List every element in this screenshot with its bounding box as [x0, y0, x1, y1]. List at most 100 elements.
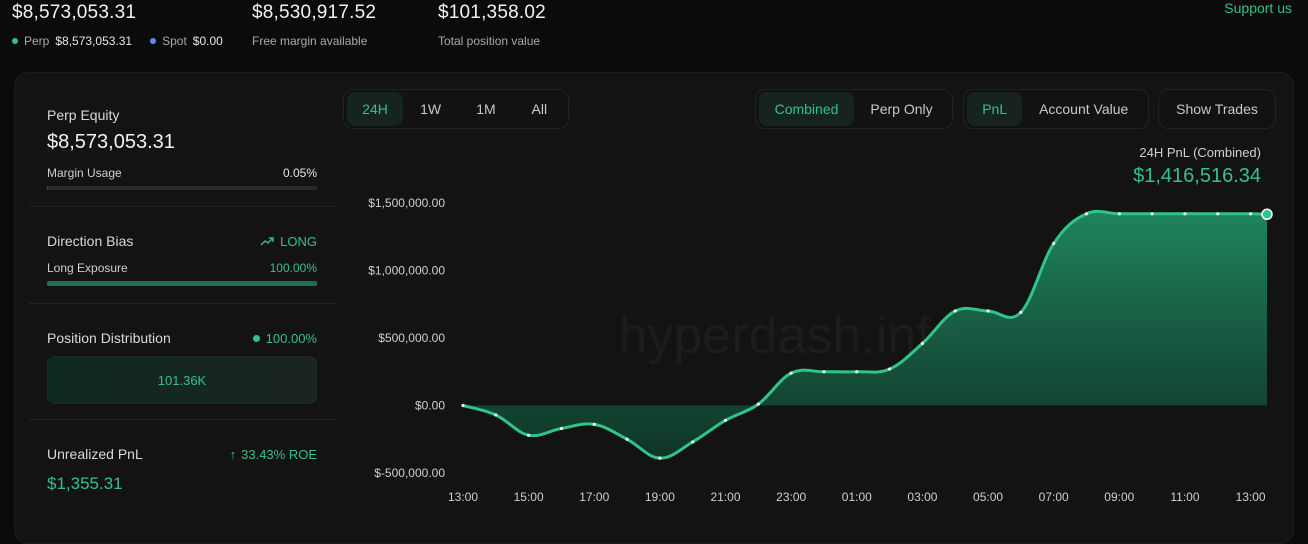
position-value: $101,358.02 [438, 2, 546, 24]
range-selector: 24H 1W 1M All [343, 89, 569, 129]
support-link[interactable]: Support us [1224, 0, 1292, 16]
position-value-stat: $101,358.02 Total position value [438, 2, 546, 48]
range-button-1m[interactable]: 1M [458, 92, 513, 126]
data-point [1151, 212, 1154, 215]
range-button-all[interactable]: All [514, 92, 565, 126]
perp-equity-label: Perp Equity [47, 107, 317, 123]
portfolio-panel: Perp Equity $8,573,053.31 Margin Usage 0… [14, 72, 1294, 544]
y-tick-label: $0.00 [415, 399, 445, 413]
range-button-1w[interactable]: 1W [403, 92, 458, 126]
x-tick-label: 17:00 [579, 490, 609, 504]
x-tick-label: 03:00 [907, 490, 937, 504]
data-point [658, 457, 661, 460]
x-tick-label: 15:00 [514, 490, 544, 504]
metric-button-account-value[interactable]: Account Value [1022, 92, 1145, 126]
data-point [593, 423, 596, 426]
mode-button-perp-only[interactable]: Perp Only [854, 92, 949, 126]
roe-value: 33.43% ROE [241, 447, 317, 462]
margin-usage-label: Margin Usage [47, 166, 122, 180]
position-distribution-label: Position Distribution [47, 330, 171, 346]
pnl-chart[interactable]: hyperdash.info $1,500,000.00$1,000,000.0… [335, 183, 1275, 513]
long-exposure-value: 100.00% [270, 261, 317, 275]
data-point [855, 370, 858, 373]
data-point [1249, 212, 1252, 215]
pnl-summary-title: 24H PnL (Combined) [1139, 145, 1261, 160]
show-trades-button[interactable]: Show Trades [1176, 92, 1258, 126]
spot-dot-icon [150, 38, 156, 44]
data-point [560, 427, 563, 430]
y-tick-label: $1,500,000.00 [368, 196, 445, 210]
x-tick-label: 13:00 [1236, 490, 1266, 504]
free-margin-value: $8,530,917.52 [252, 2, 376, 24]
data-point [494, 413, 497, 416]
distribution-block[interactable]: 101.36K [47, 356, 317, 404]
data-point [1118, 212, 1121, 215]
x-tick-label: 21:00 [711, 490, 741, 504]
perp-value: $8,573,053.31 [55, 34, 132, 48]
data-point [691, 440, 694, 443]
metric-selector: PnL Account Value [963, 89, 1149, 129]
x-tick-label: 05:00 [973, 490, 1003, 504]
y-tick-label: $-500,000.00 [374, 466, 445, 480]
data-point [625, 438, 628, 441]
range-button-24h[interactable]: 24H [347, 92, 403, 126]
metric-button-pnl[interactable]: PnL [967, 92, 1022, 126]
free-margin-label: Free margin available [252, 34, 376, 48]
perp-equity-section: Perp Equity $8,573,053.31 Margin Usage 0… [47, 107, 317, 190]
data-point [461, 404, 464, 407]
x-tick-label: 11:00 [1170, 490, 1199, 504]
x-tick-label: 01:00 [842, 490, 872, 504]
total-equity-value: $8,573,053.31 [12, 2, 223, 24]
data-point [1216, 212, 1219, 215]
free-margin-stat: $8,530,917.52 Free margin available [252, 2, 376, 48]
data-point [888, 367, 891, 370]
trending-up-icon [260, 236, 274, 246]
data-point [1183, 212, 1186, 215]
perp-dot-icon [12, 38, 18, 44]
divider [29, 303, 335, 304]
margin-usage-value: 0.05% [283, 166, 317, 180]
divider [29, 206, 335, 207]
unrealized-pnl-value: $1,355.31 [47, 474, 317, 494]
data-point [527, 434, 530, 437]
spot-label: Spot [162, 34, 187, 48]
y-tick-label: $1,000,000.00 [368, 264, 445, 278]
x-tick-label: 13:00 [448, 490, 478, 504]
mode-selector: Combined Perp Only [755, 89, 953, 129]
divider [29, 419, 335, 420]
data-point [790, 372, 793, 375]
y-tick-label: $500,000.00 [378, 331, 445, 345]
equity-stat: $8,573,053.31 Perp $8,573,053.31 Spot $0… [12, 2, 223, 48]
data-point [724, 419, 727, 422]
long-exposure-bar [47, 281, 317, 286]
unrealized-pnl-label: Unrealized PnL [47, 446, 143, 462]
position-distribution-value: 100.00% [266, 331, 317, 346]
data-point [954, 309, 957, 312]
x-tick-label: 09:00 [1104, 490, 1134, 504]
data-point [1085, 212, 1088, 215]
direction-bias-label: Direction Bias [47, 233, 133, 249]
data-point [921, 342, 924, 345]
data-point [1019, 311, 1022, 314]
position-value-label: Total position value [438, 34, 546, 48]
mode-button-combined[interactable]: Combined [759, 92, 854, 126]
show-trades-group: Show Trades [1158, 89, 1276, 129]
distribution-section: Position Distribution 100.00% 101.36K [47, 330, 317, 404]
latest-data-point [1262, 209, 1272, 219]
spot-value: $0.00 [193, 34, 223, 48]
data-point [822, 370, 825, 373]
long-exposure-fill [47, 281, 317, 286]
margin-usage-bar [47, 186, 317, 190]
x-tick-label: 23:00 [776, 490, 806, 504]
x-tick-label: 07:00 [1039, 490, 1069, 504]
distribution-dot-icon [253, 335, 260, 342]
data-point [986, 309, 989, 312]
data-point [1052, 242, 1055, 245]
arrow-up-icon: ↑ [230, 447, 237, 462]
direction-bias-value: LONG [280, 234, 317, 249]
distribution-block-value: 101.36K [158, 373, 206, 388]
equity-breakdown: Perp $8,573,053.31 Spot $0.00 [12, 34, 223, 48]
perp-equity-value: $8,573,053.31 [47, 131, 317, 154]
direction-section: Direction Bias LONG Long Exposure 100.00… [47, 233, 317, 286]
x-tick-label: 19:00 [645, 490, 675, 504]
